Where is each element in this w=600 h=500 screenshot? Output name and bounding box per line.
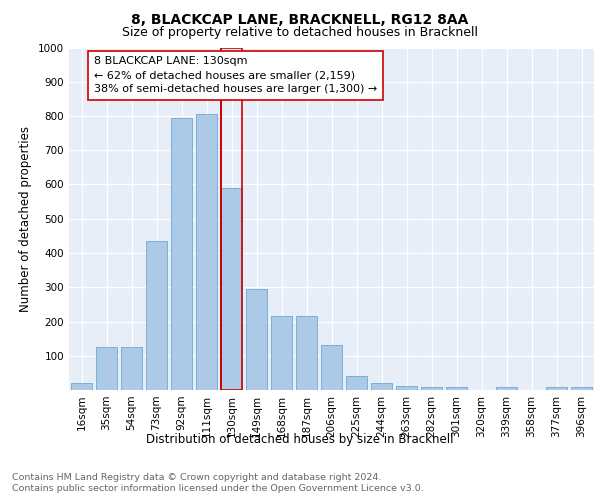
Bar xyxy=(496,388,517,390)
Bar xyxy=(421,388,442,390)
Bar xyxy=(296,316,317,390)
Text: Distribution of detached houses by size in Bracknell: Distribution of detached houses by size … xyxy=(146,432,454,446)
Bar xyxy=(546,388,567,390)
Bar xyxy=(271,316,292,390)
Text: 8 BLACKCAP LANE: 130sqm
← 62% of detached houses are smaller (2,159)
38% of semi: 8 BLACKCAP LANE: 130sqm ← 62% of detache… xyxy=(94,56,377,94)
Bar xyxy=(446,388,467,390)
Text: 8, BLACKCAP LANE, BRACKNELL, RG12 8AA: 8, BLACKCAP LANE, BRACKNELL, RG12 8AA xyxy=(131,12,469,26)
Bar xyxy=(246,289,267,390)
Bar xyxy=(196,114,217,390)
Bar xyxy=(396,386,417,390)
Y-axis label: Number of detached properties: Number of detached properties xyxy=(19,126,32,312)
Bar xyxy=(371,383,392,390)
Bar xyxy=(221,188,242,390)
Bar xyxy=(346,376,367,390)
Bar xyxy=(96,347,117,390)
Bar xyxy=(321,346,342,390)
Bar xyxy=(171,118,192,390)
Bar xyxy=(146,241,167,390)
Bar xyxy=(221,48,242,390)
Text: Size of property relative to detached houses in Bracknell: Size of property relative to detached ho… xyxy=(122,26,478,39)
Bar xyxy=(121,347,142,390)
Text: Contains public sector information licensed under the Open Government Licence v3: Contains public sector information licen… xyxy=(12,484,424,493)
Bar xyxy=(571,388,592,390)
Text: Contains HM Land Registry data © Crown copyright and database right 2024.: Contains HM Land Registry data © Crown c… xyxy=(12,472,382,482)
Bar xyxy=(71,383,92,390)
